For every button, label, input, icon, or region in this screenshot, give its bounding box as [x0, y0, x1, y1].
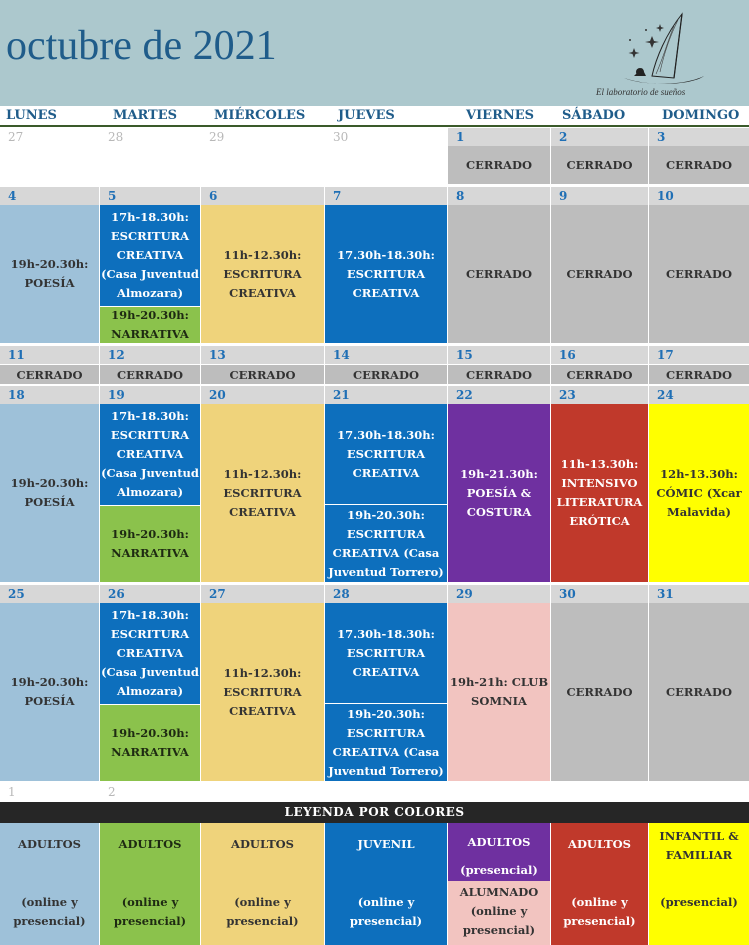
day-number: 30	[551, 585, 649, 603]
event-narrativa: 19h-20.30h: NARRATIVA	[100, 704, 201, 781]
day-number: 17	[649, 346, 749, 364]
closed-cell: CERRADO	[551, 205, 649, 343]
closed-cell: CERRADO	[649, 364, 749, 384]
closed-cell: CERRADO	[100, 364, 201, 384]
day-number: 7	[325, 187, 448, 205]
day-number-prev: 28	[108, 130, 124, 144]
day-number: 1	[448, 128, 551, 146]
day-number: 25	[0, 585, 100, 603]
day-number: 26	[100, 585, 201, 603]
day-number: 20	[201, 386, 325, 404]
page-header	[0, 0, 749, 106]
legend-item-infantil-familiar: INFANTIL & FAMILIAR (presencial)	[649, 823, 749, 945]
day-number-prev: 27	[8, 130, 24, 144]
day-number: 14	[325, 346, 448, 364]
event-escritura-creativa: 17h-18.30h: ESCRITURA CREATIVA (Casa Juvent…	[100, 404, 201, 505]
event-narrativa: 19h-20.30h: NARRATIVA	[100, 306, 201, 343]
event-poesia-costura: 19h-21.30h: POESÍA & COSTURA	[448, 404, 551, 582]
event-literatura-erotica: 11h-13.30h: INTENSIVO LITERATURA ERÓTICA	[551, 404, 649, 582]
day-number: 11	[0, 346, 100, 364]
event-escritura-creativa-torrero: 19h-20.30h: ESCRITURA CREATIVA (Casa Juvent…	[325, 504, 448, 582]
closed-cell: CERRADO	[649, 603, 749, 781]
legend-item-adultos: ADULTOS (online y presencial)	[100, 823, 201, 945]
day-number: 15	[448, 346, 551, 364]
day-header-jueves: JUEVES	[338, 108, 395, 123]
day-number: 4	[0, 187, 100, 205]
legend-title: LEYENDA POR COLORES	[0, 802, 749, 823]
day-number-next: 2	[108, 785, 116, 799]
closed-cell: CERRADO	[551, 146, 649, 184]
day-number: 22	[448, 386, 551, 404]
day-number: 29	[448, 585, 551, 603]
event-escritura-creativa: 11h-12.30h: ESCRITURA CREATIVA	[201, 603, 325, 781]
legend-item-alumnado: ALUMNADO (online y presencial)	[448, 881, 551, 945]
day-number: 3	[649, 128, 749, 146]
day-number: 5	[100, 187, 201, 205]
event-escritura-creativa: 17h-18.30h: ESCRITURA CREATIVA (Casa Juvent…	[100, 205, 201, 306]
day-number: 16	[551, 346, 649, 364]
closed-cell: CERRADO	[201, 364, 325, 384]
day-header-miercoles: MIÉRCOLES	[214, 108, 306, 123]
legend-item-adultos: ADULTOS (online y presencial)	[0, 823, 100, 945]
sailboat-logo-icon	[624, 12, 704, 84]
closed-cell: CERRADO	[448, 205, 551, 343]
event-comic: 12h-13.30h: CÓMIC (Xcar Malavida)	[649, 404, 749, 582]
event-escritura-creativa: 17.30h-18.30h: ESCRITURA CREATIVA	[325, 603, 448, 703]
day-number: 8	[448, 187, 551, 205]
day-number: 19	[100, 386, 201, 404]
day-number: 27	[201, 585, 325, 603]
page-title: octubre de 2021	[6, 23, 277, 69]
day-header-sabado: SÁBADO	[562, 108, 626, 123]
day-number: 10	[649, 187, 749, 205]
event-escritura-creativa: 17h-18.30h: ESCRITURA CREATIVA (Casa Juvent…	[100, 603, 201, 704]
day-number-prev: 29	[209, 130, 225, 144]
event-escritura-creativa: 17.30h-18.30h: ESCRITURA CREATIVA	[325, 205, 448, 343]
event-escritura-creativa: 17.30h-18.30h: ESCRITURA CREATIVA	[325, 404, 448, 504]
event-escritura-creativa-torrero: 19h-20.30h: ESCRITURA CREATIVA (Casa Juvent…	[325, 703, 448, 781]
legend-item-adultos: ADULTOS (online y presencial)	[551, 823, 649, 945]
day-header-lunes: LUNES	[6, 108, 57, 123]
event-escritura-creativa: 11h-12.30h: ESCRITURA CREATIVA	[201, 404, 325, 582]
day-number: 28	[325, 585, 448, 603]
day-number: 24	[649, 386, 749, 404]
closed-cell: CERRADO	[649, 205, 749, 343]
day-number-prev: 30	[333, 130, 349, 144]
closed-cell: CERRADO	[448, 146, 551, 184]
legend-item-juvenil: JUVENIL (online y presencial)	[325, 823, 448, 945]
closed-cell: CERRADO	[551, 364, 649, 384]
day-number: 31	[649, 585, 749, 603]
day-number: 18	[0, 386, 100, 404]
event-poesia: 19h-20.30h: POESÍA	[0, 603, 100, 781]
day-number: 2	[551, 128, 649, 146]
event-poesia: 19h-20.30h: POESÍA	[0, 404, 100, 582]
legend-item-adultos: ADULTOS (online y presencial)	[201, 823, 325, 945]
day-header-domingo: DOMINGO	[662, 108, 740, 123]
day-number: 23	[551, 386, 649, 404]
closed-cell: CERRADO	[649, 146, 749, 184]
legend-item-adultos-presencial: ADULTOS (presencial)	[448, 823, 551, 881]
day-number: 6	[201, 187, 325, 205]
day-number: 9	[551, 187, 649, 205]
day-number: 12	[100, 346, 201, 364]
header-divider	[0, 125, 749, 127]
closed-cell: CERRADO	[448, 364, 551, 384]
day-number-next: 1	[8, 785, 16, 799]
day-number: 13	[201, 346, 325, 364]
closed-cell: CERRADO	[551, 603, 649, 781]
closed-cell: CERRADO	[325, 364, 448, 384]
day-header-viernes: VIERNES	[466, 108, 535, 123]
day-number: 21	[325, 386, 448, 404]
event-club-somnia: 19h-21h: CLUB SOMNIA	[448, 603, 551, 781]
event-escritura-creativa: 11h-12.30h: ESCRITURA CREATIVA	[201, 205, 325, 343]
closed-cell: CERRADO	[0, 364, 100, 384]
day-header-martes: MARTES	[113, 108, 178, 123]
brand-signature: El laboratorio de sueños	[596, 87, 686, 97]
event-narrativa: 19h-20.30h: NARRATIVA	[100, 505, 201, 582]
event-poesia: 19h-20.30h: POESÍA	[0, 205, 100, 343]
